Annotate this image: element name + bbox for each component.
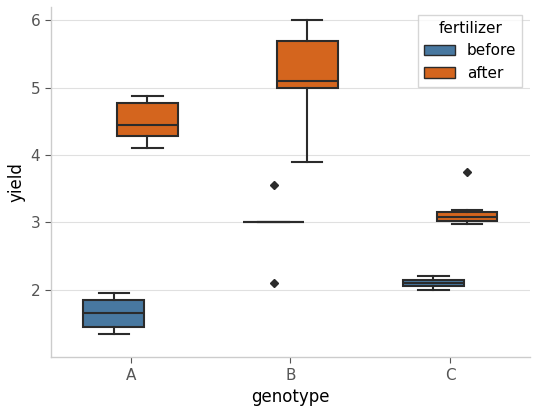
PathPatch shape xyxy=(117,102,178,136)
PathPatch shape xyxy=(437,212,497,221)
Y-axis label: yield: yield xyxy=(7,162,25,202)
PathPatch shape xyxy=(83,300,144,327)
Legend: before, after: before, after xyxy=(418,14,523,87)
PathPatch shape xyxy=(403,280,464,286)
PathPatch shape xyxy=(277,40,337,88)
X-axis label: genotype: genotype xyxy=(251,388,330,406)
